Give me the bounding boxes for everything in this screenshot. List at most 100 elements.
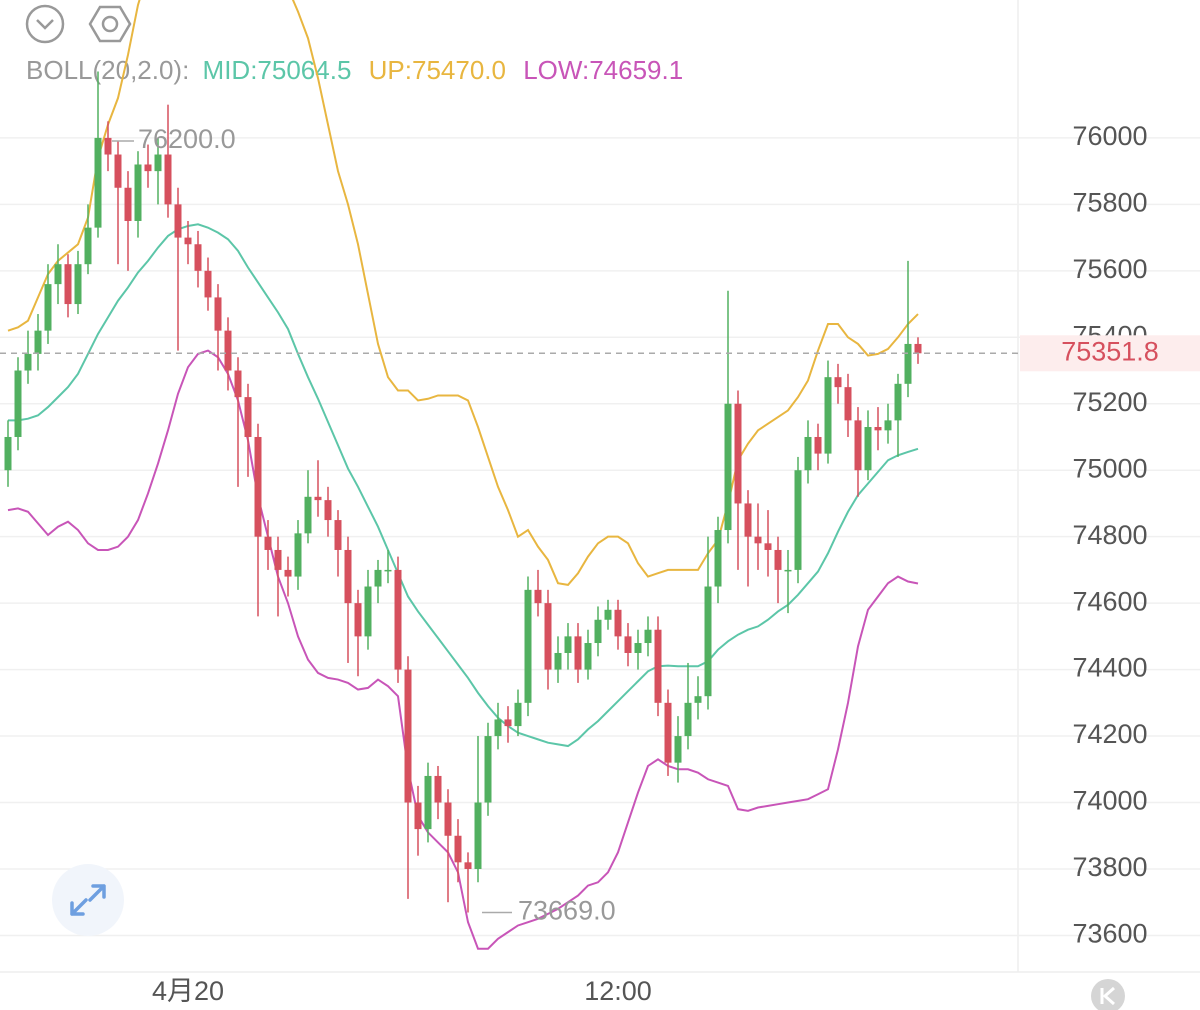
candle-body	[214, 297, 222, 331]
kline-button[interactable]	[1091, 979, 1125, 1010]
candle-body	[164, 154, 172, 205]
candle-body	[644, 629, 652, 644]
candle-body	[294, 533, 302, 577]
candle-body	[314, 496, 322, 501]
candle-body	[414, 802, 422, 830]
candle-body	[24, 353, 32, 371]
candle-body	[844, 387, 852, 421]
expand-button[interactable]	[52, 864, 124, 936]
candle-body	[874, 427, 882, 431]
boll-line	[7, 349, 919, 950]
candle-body	[254, 436, 262, 537]
candle-body	[494, 719, 502, 737]
candle-body	[344, 549, 352, 604]
y-tick-label: 75200	[1072, 387, 1147, 417]
candle-body	[364, 586, 372, 637]
max-annotation-label: 76200.0	[138, 124, 236, 154]
candle-body	[274, 549, 282, 570]
candle-body	[154, 154, 162, 172]
candle-body	[754, 536, 762, 544]
legend-up: UP:75470.0	[369, 55, 506, 85]
candle-body	[84, 227, 92, 265]
indicator-title: BOLL(20,2.0):	[26, 55, 189, 85]
candle-body	[334, 520, 342, 550]
candle-body	[64, 264, 72, 305]
min-annotation-label: 73669.0	[518, 896, 616, 926]
candle-body	[464, 862, 472, 869]
x-tick-label: 4月20	[152, 976, 224, 1006]
candle-body	[34, 330, 42, 354]
x-tick-label: 12:00	[584, 976, 652, 1006]
last-price-label: 75351.8	[1061, 336, 1159, 366]
candle-body	[234, 370, 242, 398]
candle-body	[4, 436, 12, 471]
collapse-button[interactable]	[25, 4, 65, 44]
candle-body	[324, 500, 332, 521]
y-tick-label: 73800	[1072, 852, 1147, 882]
candle-body	[224, 330, 232, 371]
candle-body	[764, 543, 772, 550]
candle-body	[894, 383, 902, 421]
y-tick-label: 75800	[1072, 187, 1147, 217]
chevron-icon	[36, 19, 54, 30]
candle-body	[744, 503, 752, 537]
candle-body	[584, 643, 592, 670]
legend-mid: MID:75064.5	[203, 55, 352, 85]
candle-body	[804, 436, 812, 471]
plot-area	[4, 0, 922, 950]
candle-body	[424, 775, 432, 830]
candle-body	[124, 187, 132, 221]
candle-body	[834, 377, 842, 388]
candle-body	[794, 470, 802, 570]
candle-body	[824, 377, 832, 454]
candle-body	[184, 237, 192, 245]
y-tick-label: 74800	[1072, 520, 1147, 550]
expand-bg	[52, 864, 124, 936]
candle-body	[474, 802, 482, 869]
y-tick-label: 74200	[1072, 719, 1147, 749]
boll-line	[7, 0, 919, 586]
toolbar	[25, 4, 132, 44]
settings-button[interactable]	[88, 5, 132, 43]
candle-body	[914, 343, 922, 354]
y-tick-label: 73600	[1072, 919, 1147, 949]
candle-body	[384, 569, 392, 572]
candle-body	[664, 702, 672, 763]
candle-body	[514, 702, 522, 727]
candle-body	[484, 736, 492, 803]
candle-body	[774, 549, 782, 570]
boll-line	[8, 223, 919, 748]
candle-body	[574, 636, 582, 670]
candle-body	[614, 609, 622, 637]
candle-body	[104, 137, 112, 155]
candle-body	[304, 496, 312, 534]
candle-body	[884, 420, 892, 431]
candle-body	[734, 403, 742, 504]
candle-body	[854, 420, 862, 471]
candle-body	[524, 589, 532, 703]
candle-body	[694, 696, 702, 703]
candle-body	[204, 270, 212, 298]
candle-body	[554, 652, 562, 670]
candle-body	[404, 669, 412, 803]
y-tick-label: 74400	[1072, 653, 1147, 683]
candle-body	[144, 164, 152, 172]
y-tick-label: 75000	[1072, 453, 1147, 483]
candle-body	[454, 835, 462, 863]
candle-body	[654, 629, 662, 703]
candle-body	[174, 204, 182, 238]
candle-body	[444, 802, 452, 836]
expand-icon	[70, 884, 106, 916]
settings-icon	[101, 15, 119, 33]
y-tick-label: 76000	[1072, 121, 1147, 151]
candle-body	[284, 569, 292, 577]
candle-body	[714, 530, 722, 587]
kline-icon	[1100, 986, 1115, 1006]
candle-body	[604, 609, 612, 620]
y-tick-label: 74600	[1072, 586, 1147, 616]
y-tick-label: 75600	[1072, 254, 1147, 284]
y-tick-label: 74000	[1072, 786, 1147, 816]
candle-body	[14, 370, 22, 437]
